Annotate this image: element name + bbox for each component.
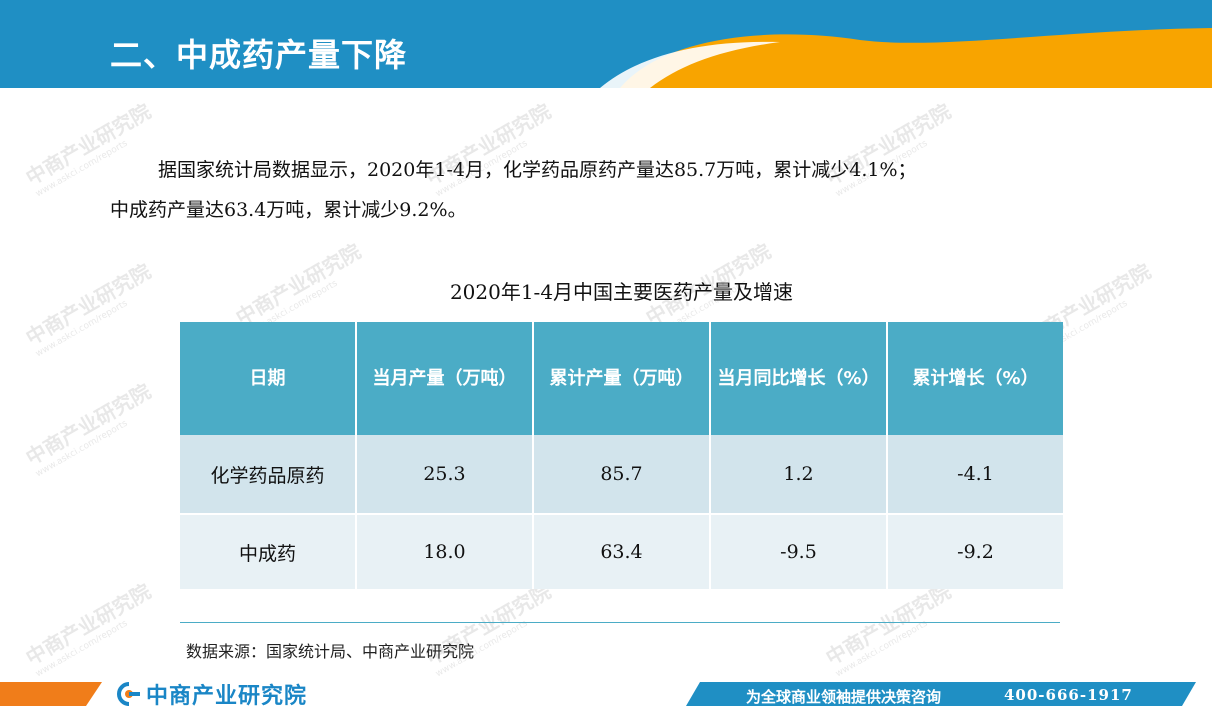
table-cell: 25.3	[356, 435, 534, 515]
table-cell: -9.5	[710, 514, 888, 589]
page-title: 二、中成药产量下降	[110, 36, 408, 74]
intro-paragraph: 据国家统计局数据显示，2020年1-4月，化学药品原药产量达85.7万吨，累计减…	[110, 150, 1090, 230]
column-header-cumulative-growth: 累计增长（%）	[887, 322, 1063, 435]
watermark-subtext: www.askci.com/reports	[34, 618, 130, 680]
table-cell: 63.4	[533, 514, 711, 589]
footer-slogan: 为全球商业领袖提供决策咨询	[746, 688, 942, 706]
column-header-cumulative-output: 累计产量（万吨）	[533, 322, 711, 435]
logo-text: 中商产业研究院	[146, 684, 308, 709]
source-divider	[180, 622, 1060, 623]
column-header-monthly-output: 当月产量（万吨）	[356, 322, 534, 435]
table-cell: -4.1	[887, 435, 1063, 515]
table-cell: 85.7	[533, 435, 711, 515]
watermark-text: 中商产业研究院	[821, 579, 955, 670]
table-cell: 18.0	[356, 514, 534, 589]
askci-logo-icon	[117, 682, 140, 706]
column-header-monthly-growth: 当月同比增长（%）	[710, 322, 888, 435]
watermark-subtext: www.askci.com/reports	[34, 298, 130, 360]
footer-decoration	[0, 682, 1196, 706]
column-header-date: 日期	[180, 322, 357, 435]
watermark-text: 中商产业研究院	[21, 579, 155, 670]
watermark-text: 中商产业研究院	[21, 379, 155, 470]
footer-bar	[0, 680, 1212, 708]
watermark-text: 中商产业研究院	[21, 259, 155, 350]
header-decoration	[0, 0, 1212, 88]
table-row: 化学药品原药 25.3 85.7 1.2 -4.1	[180, 435, 1063, 515]
row-label: 化学药品原药	[180, 435, 357, 515]
table-cell: 1.2	[710, 435, 888, 515]
source-note: 数据来源：国家统计局、中商产业研究院	[186, 642, 475, 661]
row-label: 中成药	[180, 514, 357, 589]
table-title: 2020年1-4月中国主要医药产量及增速	[449, 280, 794, 304]
watermark-subtext: www.askci.com/reports	[834, 618, 930, 680]
company-logo: 中商产业研究院	[116, 682, 307, 709]
footer-phone: 400-666-1917	[1004, 686, 1133, 704]
header-banner: 二、中成药产量下降	[0, 0, 1212, 88]
intro-line-1: 据国家统计局数据显示，2020年1-4月，化学药品原药产量达85.7万吨，累计减…	[158, 159, 917, 181]
table-cell: -9.2	[887, 514, 1063, 589]
production-table: 日期 当月产量（万吨） 累计产量（万吨） 当月同比增长（%） 累计增长（%） 化…	[180, 322, 1063, 589]
table-row: 中成药 18.0 63.4 -9.5 -9.2	[180, 514, 1063, 589]
table-header-row: 日期 当月产量（万吨） 累计产量（万吨） 当月同比增长（%） 累计增长（%）	[180, 322, 1063, 435]
intro-line-2: 中成药产量达63.4万吨，累计减少9.2%。	[110, 199, 467, 221]
watermark-subtext: www.askci.com/reports	[34, 418, 130, 480]
